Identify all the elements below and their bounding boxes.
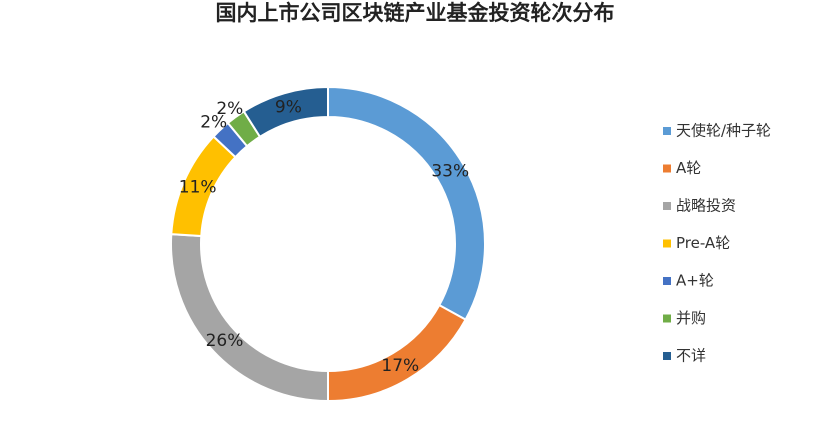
data-label: 17% bbox=[381, 356, 419, 376]
legend-label: 并购 bbox=[676, 309, 706, 327]
legend-label: A+轮 bbox=[676, 272, 714, 290]
legend-label: 不详 bbox=[676, 347, 706, 365]
legend-swatch bbox=[663, 127, 671, 135]
legend-label: 战略投资 bbox=[676, 197, 736, 215]
legend-label: A轮 bbox=[676, 159, 701, 177]
data-label: 26% bbox=[206, 331, 244, 351]
legend-swatch bbox=[663, 202, 671, 210]
legend-swatch bbox=[663, 277, 671, 285]
data-label: 11% bbox=[179, 178, 217, 198]
legend-swatch bbox=[663, 164, 671, 173]
chart-title: 国内上市公司区块链产业基金投资轮次分布 bbox=[216, 1, 615, 25]
legend-swatch bbox=[663, 314, 671, 323]
donut-segment bbox=[242, 85, 329, 139]
legend-label: Pre-A轮 bbox=[676, 234, 730, 252]
data-label: 2% bbox=[200, 112, 227, 132]
data-label: 33% bbox=[431, 162, 469, 182]
data-label: 9% bbox=[275, 98, 302, 118]
data-label: 2% bbox=[216, 99, 243, 119]
legend-swatch bbox=[663, 352, 671, 360]
legend-swatch bbox=[663, 239, 671, 248]
legend-label: 天使轮/种子轮 bbox=[676, 122, 771, 140]
